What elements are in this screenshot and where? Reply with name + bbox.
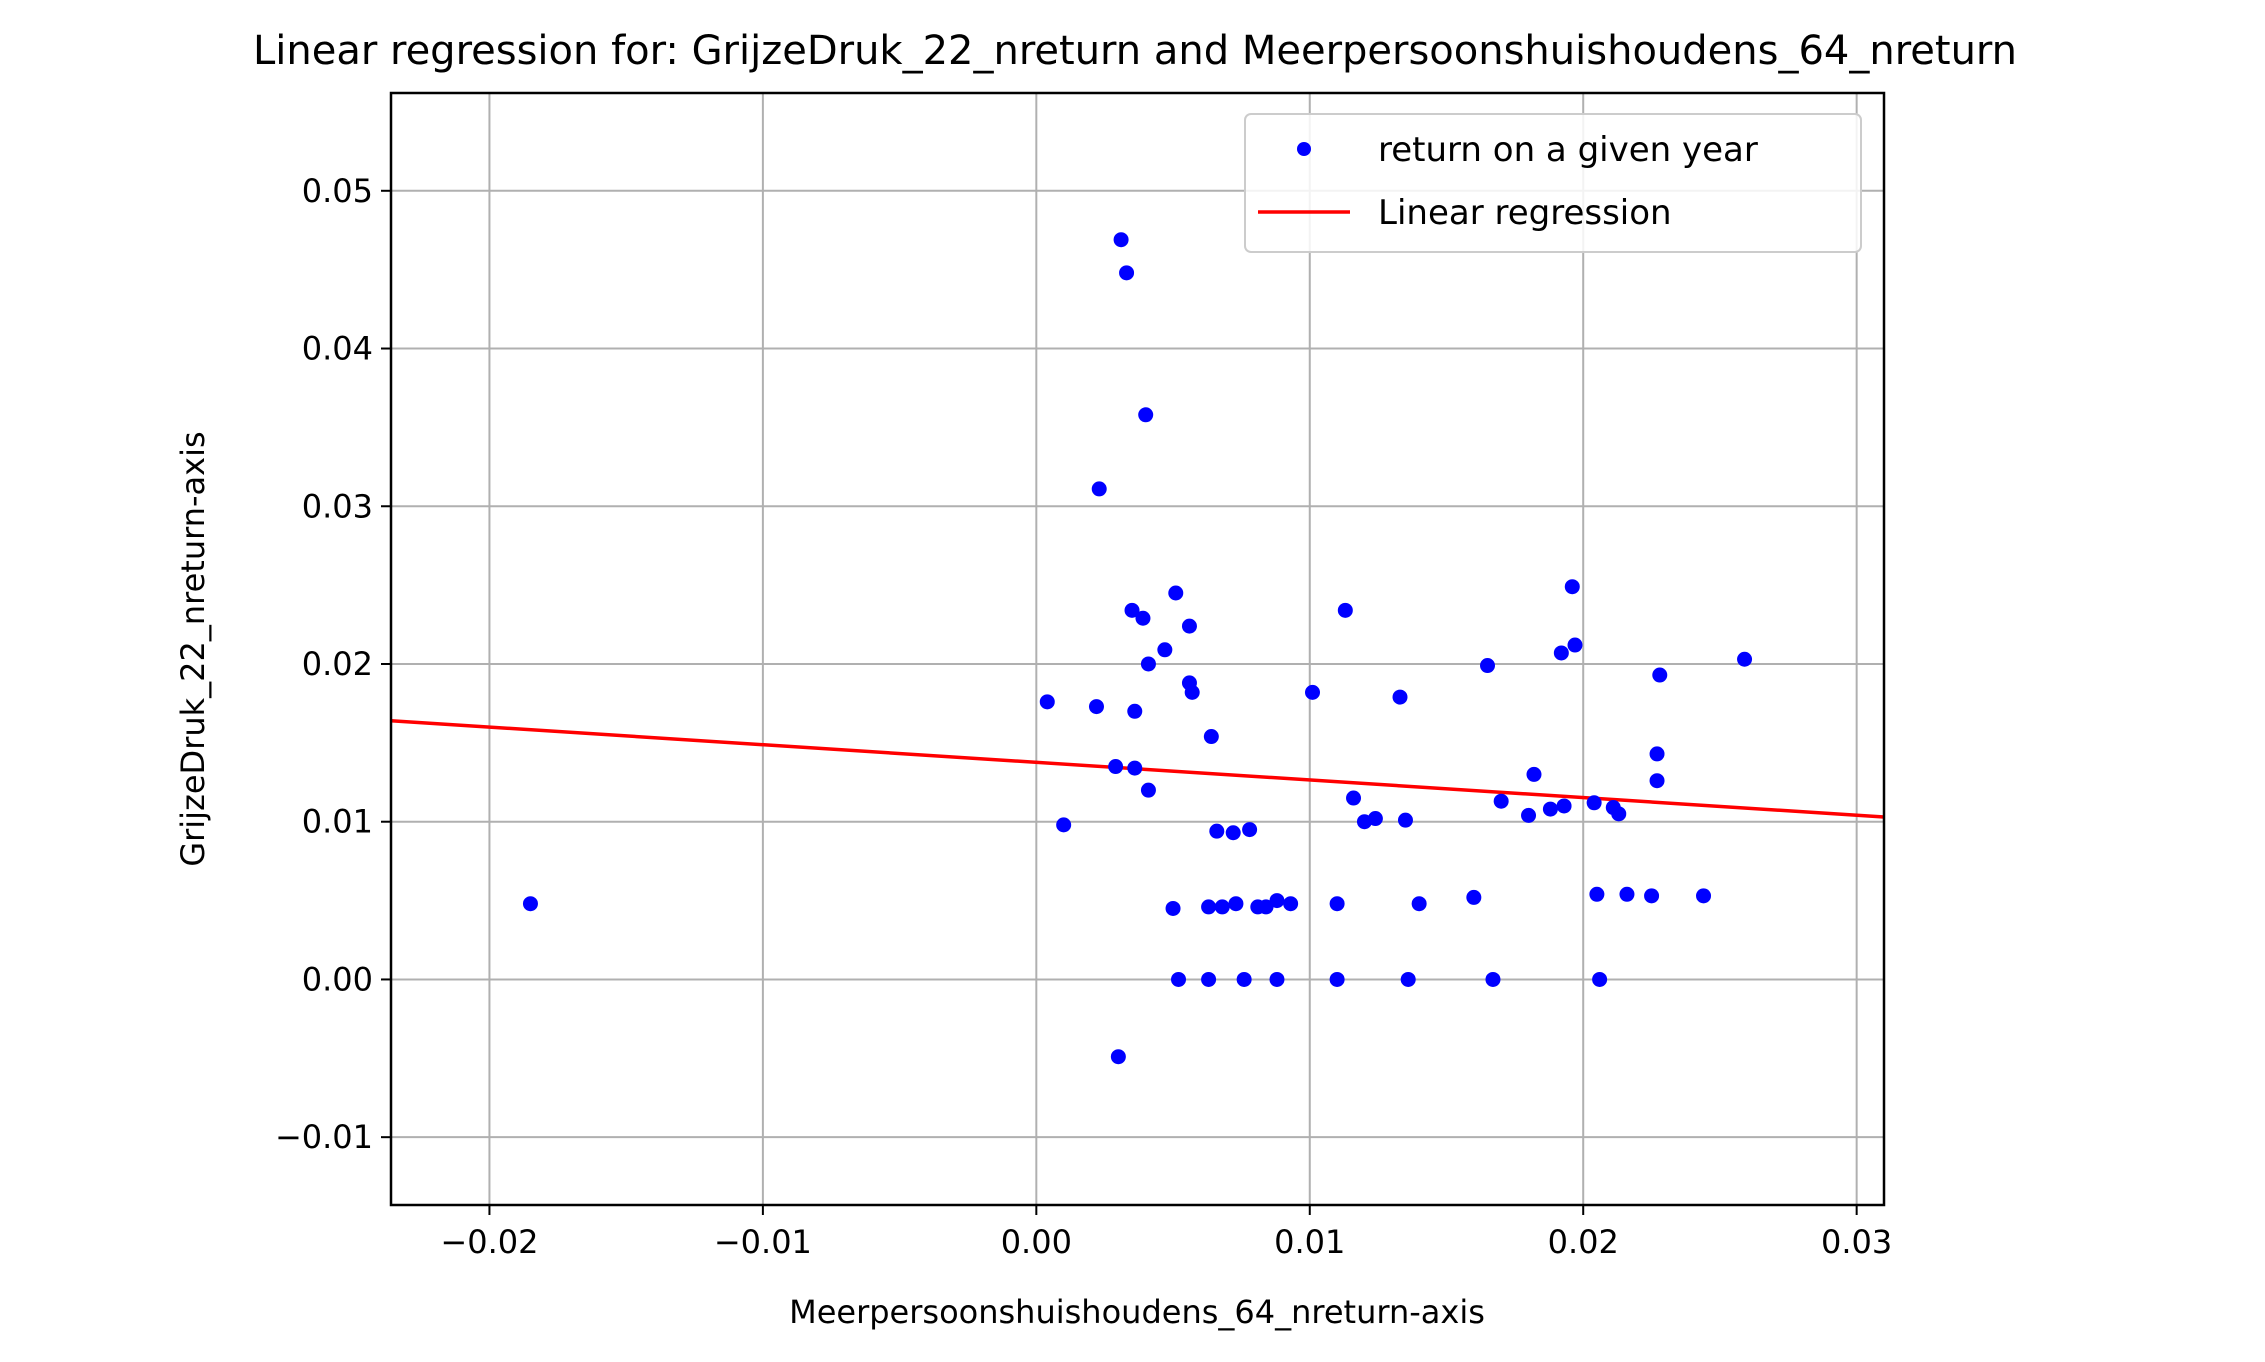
data-point [1088, 699, 1104, 715]
data-point [1203, 729, 1219, 745]
data-point [1124, 602, 1140, 618]
legend-box [1244, 113, 1862, 253]
y-tick-label: 0.01 [302, 803, 373, 841]
data-point [1526, 766, 1542, 782]
data-point [1480, 658, 1496, 674]
y-tick-label: 0.02 [302, 645, 373, 683]
data-point [1553, 645, 1569, 661]
data-point [1165, 900, 1181, 916]
data-point [1168, 585, 1184, 601]
x-tick-label: 0.02 [1548, 1223, 1619, 1261]
legend-marker-scatter [1297, 142, 1311, 156]
data-point [1209, 823, 1225, 839]
x-tick-label: −0.02 [440, 1223, 538, 1261]
x-tick-label: −0.01 [714, 1223, 812, 1261]
data-point [1493, 793, 1509, 809]
x-tick-label: 0.03 [1821, 1223, 1892, 1261]
data-point [1367, 811, 1383, 827]
data-point [1039, 694, 1055, 710]
data-point [1242, 822, 1258, 838]
data-point [1649, 773, 1665, 789]
data-point [1236, 971, 1252, 987]
data-point [1329, 971, 1345, 987]
x-axis-title: Meerpersoonshuishoudens_64_nreturn-axis [789, 1293, 1485, 1331]
scatter-points [522, 232, 1753, 1065]
data-point [1184, 684, 1200, 700]
data-point [1119, 265, 1135, 281]
data-point [1485, 971, 1501, 987]
legend-label-line: Linear regression [1378, 193, 1672, 233]
legend-label-scatter: return on a given year [1378, 130, 1758, 170]
data-point [1201, 899, 1217, 915]
data-point [1564, 579, 1580, 595]
data-point [1411, 896, 1427, 912]
data-point [1392, 689, 1408, 705]
data-point [1056, 817, 1072, 833]
data-point [1138, 407, 1154, 423]
data-point [1542, 801, 1558, 817]
data-point [1201, 971, 1217, 987]
data-point [1337, 602, 1353, 618]
y-tick-label: 0.03 [302, 487, 373, 525]
x-tick-label: 0.01 [1274, 1223, 1345, 1261]
data-point [1611, 806, 1627, 822]
data-point [1258, 899, 1274, 915]
data-point [1140, 656, 1156, 672]
data-point [1619, 886, 1635, 902]
data-point [1737, 651, 1753, 667]
legend: return on a given year Linear regression [1244, 113, 1862, 253]
data-point [1127, 703, 1143, 719]
x-axis-ticks: −0.02 −0.01 0.00 0.01 0.02 0.03 [440, 1205, 1892, 1261]
data-point [1091, 481, 1107, 497]
data-point [1589, 886, 1605, 902]
y-axis-ticks: −0.01 0.00 0.01 0.02 0.03 0.04 0.05 [275, 172, 391, 1156]
data-point [522, 896, 538, 912]
data-point [1567, 637, 1583, 653]
data-point [1400, 971, 1416, 987]
data-point [1329, 896, 1345, 912]
data-point [1644, 888, 1660, 904]
data-point [1556, 798, 1572, 814]
data-point [1214, 899, 1230, 915]
data-point [1269, 971, 1285, 987]
y-tick-label: 0.05 [302, 172, 373, 210]
data-point [1521, 807, 1537, 823]
data-point [1649, 746, 1665, 762]
data-point [1466, 889, 1482, 905]
data-point [1283, 896, 1299, 912]
y-tick-label: 0.04 [302, 330, 373, 368]
data-point [1157, 642, 1173, 658]
data-point [1652, 667, 1668, 683]
data-point [1225, 825, 1241, 841]
x-tick-label: 0.00 [1001, 1223, 1072, 1261]
data-point [1108, 759, 1124, 775]
data-point [1269, 893, 1285, 909]
y-tick-label: 0.00 [302, 960, 373, 998]
data-point [1171, 971, 1187, 987]
data-point [1110, 1049, 1126, 1065]
grid-lines [391, 93, 1884, 1205]
y-axis-title: GrijzeDruk_22_nreturn-axis [174, 431, 212, 866]
data-point [1113, 232, 1129, 248]
data-point [1305, 684, 1321, 700]
plot-frame [389, 91, 1886, 1207]
data-point [1592, 971, 1608, 987]
data-point [1696, 888, 1712, 904]
data-point [1397, 812, 1413, 828]
y-tick-label: −0.01 [275, 1118, 373, 1156]
data-point [1135, 610, 1151, 626]
data-point [1228, 896, 1244, 912]
chart-title: Linear regression for: GrijzeDruk_22_nre… [253, 28, 2017, 74]
data-point [1586, 795, 1602, 811]
data-point [1140, 782, 1156, 798]
data-point [1127, 760, 1143, 776]
data-point [1181, 618, 1197, 634]
data-point [1346, 790, 1362, 806]
